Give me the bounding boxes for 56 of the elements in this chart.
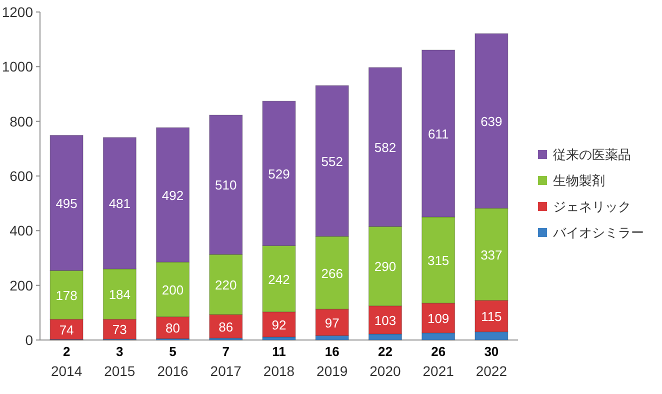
data-label: 510 [215,178,237,193]
y-tick-label: 1200 [2,4,34,20]
y-tick-label: 800 [10,113,34,130]
data-label: 337 [480,247,502,262]
data-label: 266 [321,266,343,281]
legend-label: ジェネリック [553,199,631,214]
data-label: 7 [222,344,230,359]
data-label: 80 [166,320,180,336]
data-label: 492 [162,188,184,203]
data-label: 242 [268,272,290,287]
data-label: 529 [268,166,290,182]
data-label: 639 [480,114,502,129]
data-label: 220 [215,278,237,293]
data-label: 200 [162,282,184,298]
data-label: 16 [324,344,340,359]
data-label: 86 [218,319,234,334]
data-label: 481 [108,196,131,212]
y-tick-label: 600 [10,168,34,184]
x-tick-label: 2019 [316,363,348,379]
data-label: 73 [112,322,127,338]
data-label: 109 [427,310,450,326]
data-label: 2 [62,344,70,359]
y-tick-label: 1000 [2,58,34,75]
data-label: 22 [378,344,392,359]
data-label: 315 [427,253,450,268]
x-tick-label: 2018 [263,363,295,379]
x-tick-label: 2021 [422,363,454,379]
legend-label: バイオシミラー [552,225,644,240]
data-label: 74 [59,322,74,338]
legend-label: 生物製剤 [553,173,605,188]
data-label: 582 [374,140,396,156]
data-label: 92 [272,317,286,332]
data-label: 30 [484,344,499,359]
legend-label: 従来の医薬品 [553,147,631,162]
x-tick-label: 2016 [157,363,189,379]
y-tick-label: 400 [10,222,34,239]
data-label: 495 [56,196,78,211]
data-label: 5 [169,344,176,359]
data-label: 552 [321,154,343,169]
x-tick-label: 2020 [370,363,402,379]
x-tick-label: 2015 [104,363,136,379]
data-label: 103 [374,312,396,328]
data-label: 26 [431,344,446,359]
data-label: 3 [116,344,124,359]
x-tick-label: 2014 [50,363,82,379]
data-label: 97 [324,315,340,330]
x-tick-label: 2022 [476,363,508,379]
data-label: 290 [374,259,396,274]
data-label: 611 [428,126,449,142]
y-tick-label: 200 [10,277,34,294]
data-label: 115 [481,309,502,324]
x-tick-label: 2017 [210,363,242,379]
data-label: 178 [56,288,78,303]
data-label: 184 [108,287,131,302]
y-tick-label: 0 [25,332,34,348]
data-label: 11 [272,344,286,359]
